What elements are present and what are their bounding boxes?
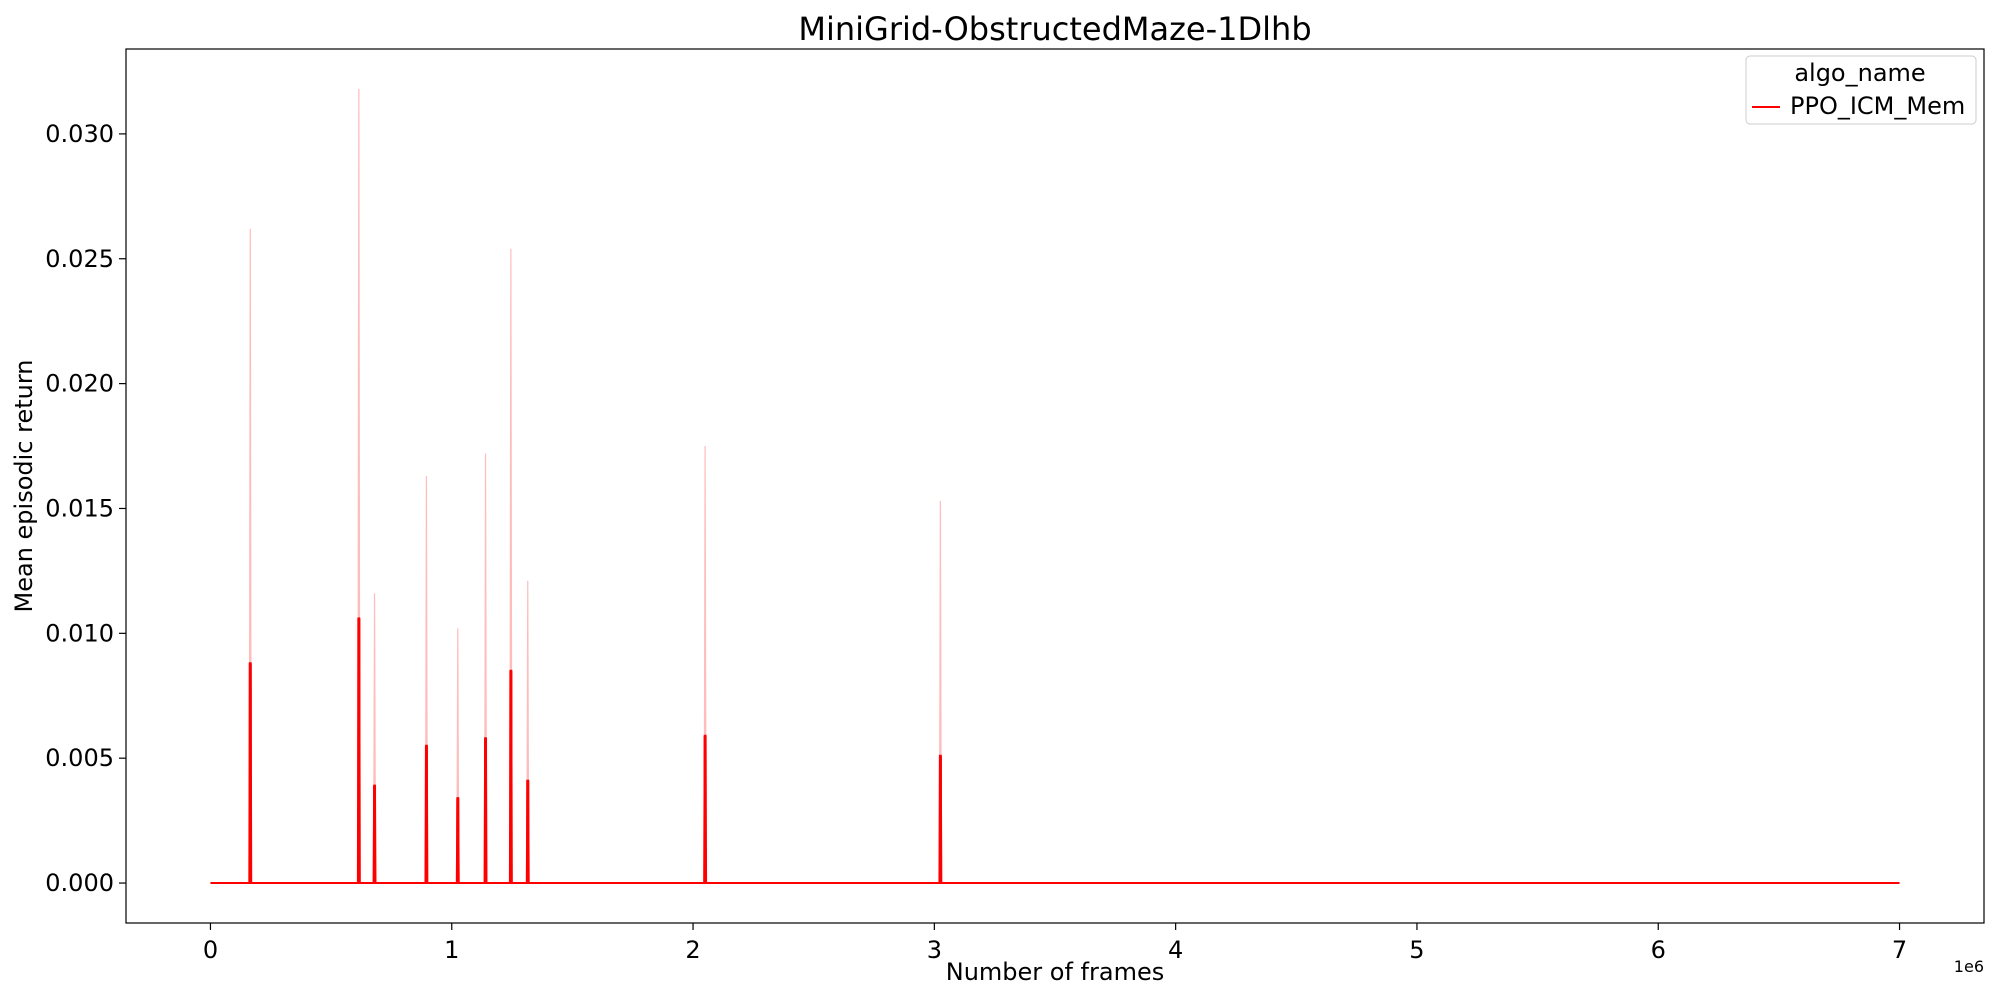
y-tick-label: 0.030 xyxy=(45,120,114,148)
x-tick-label: 3 xyxy=(927,936,942,964)
y-tick-label: 0.015 xyxy=(45,494,114,522)
x-tick-label: 7 xyxy=(1892,936,1907,964)
x-tick-label: 2 xyxy=(685,936,700,964)
legend-box xyxy=(1745,55,1977,125)
x-tick-label: 5 xyxy=(1409,936,1424,964)
y-tick-label: 0.025 xyxy=(45,245,114,273)
x-tick-label: 0 xyxy=(203,936,218,964)
series-lines xyxy=(210,617,1900,885)
y-tick-label: 0.000 xyxy=(45,869,114,897)
y-axis-label: Mean episodic return xyxy=(10,360,38,613)
y-tick-label: 0.010 xyxy=(45,619,114,647)
x-axis-offset-text: 1e6 xyxy=(1954,957,1984,976)
y-tick-label: 0.020 xyxy=(45,370,114,398)
chart-title: MiniGrid-ObstructedMaze-1Dlhb xyxy=(798,10,1311,48)
y-axis-ticks: 0.000 0.005 0.010 0.015 0.020 0.025 0.030 xyxy=(45,120,126,897)
series-line-ppo-icm-mem xyxy=(210,617,1900,885)
x-axis-ticks: 0 1 2 3 4 5 6 7 xyxy=(203,923,1907,964)
x-tick-label: 1 xyxy=(444,936,459,964)
confidence-bands xyxy=(248,88,942,884)
legend-label-ppo-icm-mem: PPO_ICM_Mem xyxy=(1790,92,1965,120)
x-tick-label: 6 xyxy=(1651,936,1666,964)
legend-title: algo_name xyxy=(1794,59,1925,87)
plot-frame xyxy=(125,48,1985,924)
x-axis-label: Number of frames xyxy=(946,958,1164,986)
legend: algo_name PPO_ICM_Mem xyxy=(1745,55,1977,125)
y-tick-label: 0.005 xyxy=(45,744,114,772)
x-tick-label: 4 xyxy=(1168,936,1183,964)
